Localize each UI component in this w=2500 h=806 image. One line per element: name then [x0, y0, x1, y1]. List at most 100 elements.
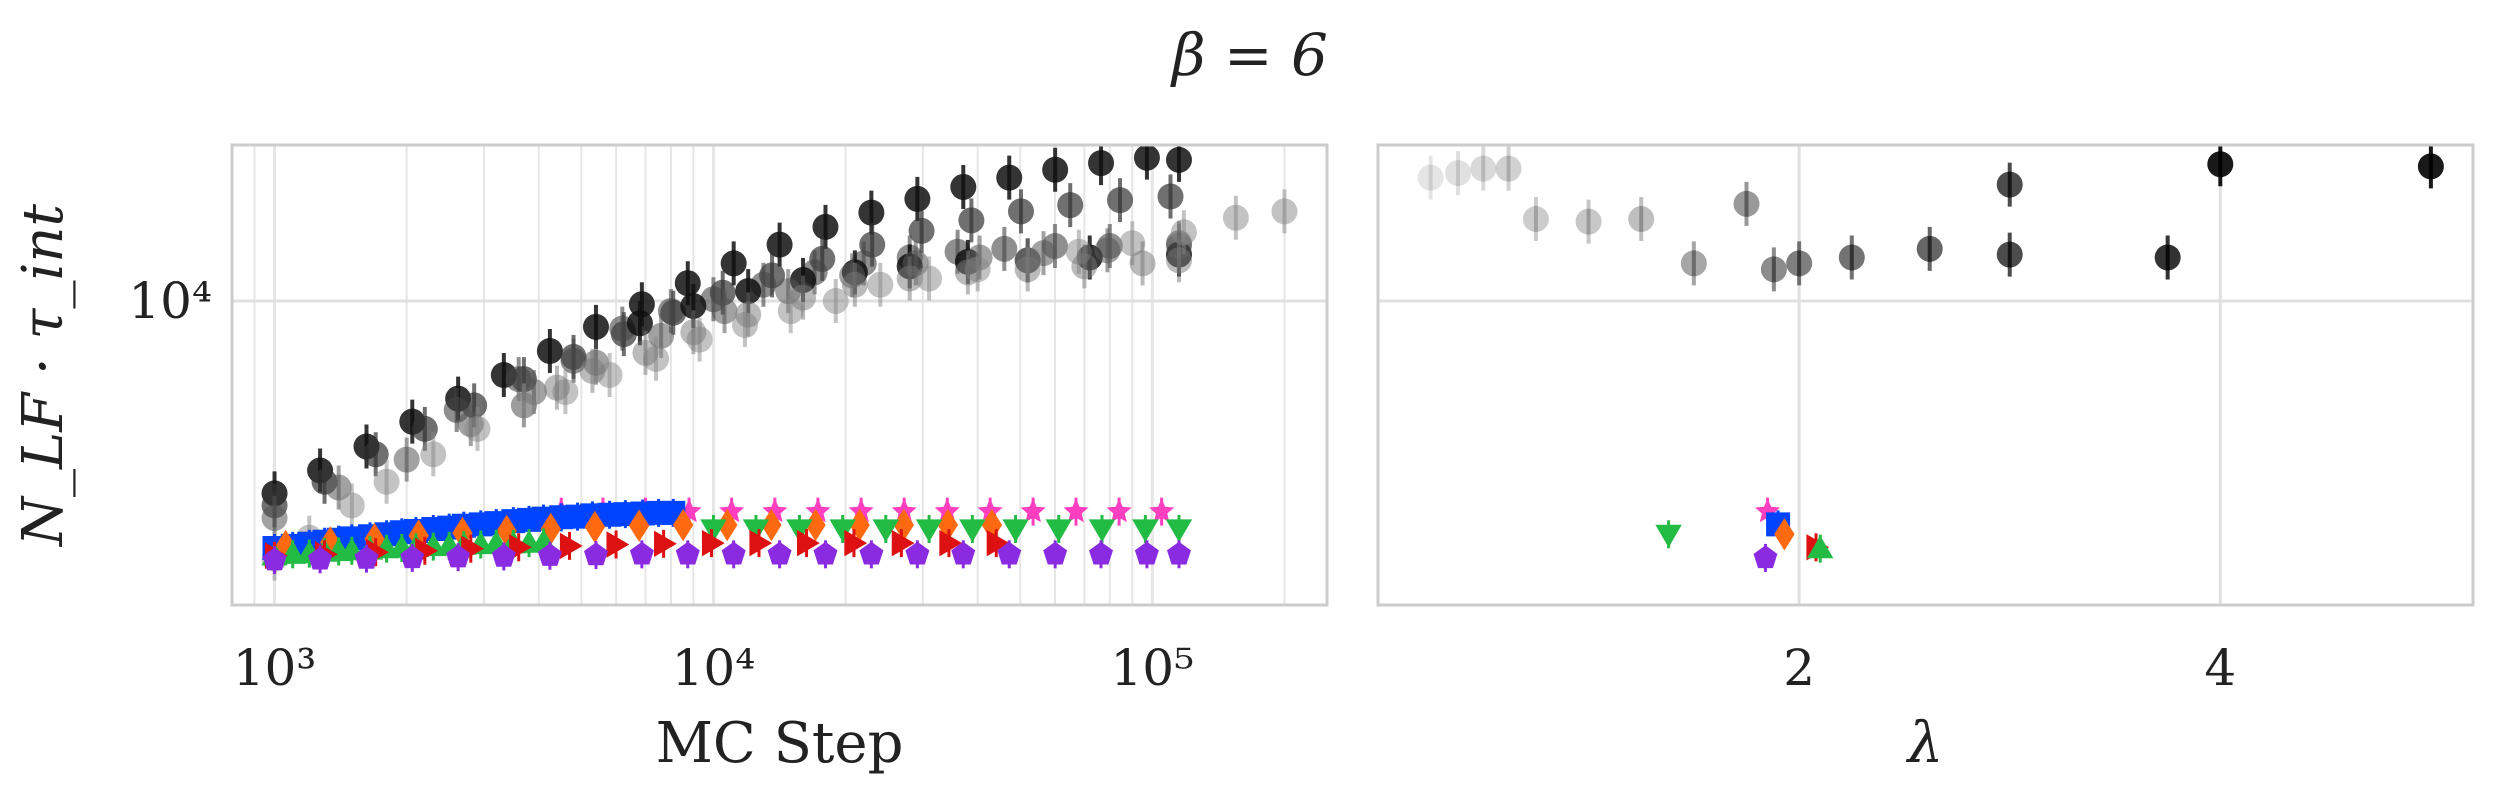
data-point	[996, 164, 1023, 191]
data-point	[1106, 498, 1132, 523]
data-point	[408, 519, 429, 552]
data-point	[959, 519, 986, 543]
data-point	[986, 529, 1010, 557]
colored-series-4	[1655, 520, 1682, 549]
colored-series-3	[1774, 518, 1795, 551]
data-point	[393, 446, 420, 473]
data-point	[2417, 153, 2444, 180]
data-point	[939, 529, 963, 557]
data-point	[1733, 190, 1760, 217]
data-point	[1165, 247, 1192, 274]
data-point	[1129, 250, 1156, 277]
data-point	[896, 265, 923, 292]
data-point	[1167, 541, 1191, 565]
data-point	[1042, 156, 1069, 183]
data-point	[812, 213, 839, 240]
data-point	[1057, 192, 1084, 219]
data-point	[790, 284, 817, 311]
data-point	[766, 231, 793, 258]
data-point	[908, 217, 935, 244]
data-point	[844, 529, 868, 557]
data-point	[626, 310, 653, 337]
data-point	[786, 519, 813, 543]
data-point	[829, 519, 856, 543]
data-point	[1157, 183, 1184, 210]
data-point	[362, 441, 389, 468]
data-point	[680, 319, 707, 346]
data-point	[1134, 541, 1159, 565]
data-point	[1094, 237, 1121, 264]
data-point	[629, 541, 654, 565]
data-point	[1575, 208, 1602, 235]
data-point	[1170, 219, 1197, 246]
data-point	[262, 547, 287, 571]
data-point	[822, 287, 849, 314]
data-point	[657, 298, 684, 325]
x-tick-label: 4	[2204, 639, 2236, 697]
data-point	[867, 271, 894, 298]
data-point	[400, 545, 425, 569]
x-axis-label: λ	[1906, 711, 1944, 776]
data-point	[1165, 146, 1192, 173]
data-point	[1786, 250, 1813, 277]
data-point	[1107, 187, 1134, 214]
data-point	[1445, 160, 1472, 187]
data-point	[954, 259, 981, 286]
x-tick-label: 10⁵	[1111, 639, 1195, 697]
data-point	[1838, 244, 1865, 271]
colored-series-10	[700, 514, 1193, 543]
colored-series-6	[1807, 534, 1834, 563]
data-point	[464, 415, 491, 442]
data-point	[672, 508, 694, 542]
data-point	[1916, 235, 1943, 262]
data-point	[1628, 206, 1655, 233]
data-point	[261, 504, 288, 531]
figure-title: β = 6	[1170, 21, 1328, 89]
gray-series-6	[510, 238, 1192, 428]
data-point	[1996, 241, 2023, 268]
data-point	[654, 530, 677, 558]
data-point	[1753, 545, 1778, 569]
data-point	[308, 546, 333, 570]
data-point	[1774, 518, 1795, 551]
data-layer	[261, 145, 1298, 581]
data-point	[543, 374, 570, 401]
data-point	[325, 474, 352, 501]
data-point	[720, 250, 747, 277]
data-point	[1680, 250, 1707, 277]
data-point	[1043, 541, 1068, 565]
data-point	[354, 546, 379, 569]
data-point	[1133, 145, 1160, 171]
data-point	[675, 541, 700, 565]
data-point	[606, 531, 630, 558]
data-point	[951, 541, 976, 565]
data-point	[1760, 256, 1787, 283]
data-point	[1020, 498, 1046, 523]
data-point	[584, 542, 608, 566]
data-point	[761, 508, 782, 542]
data-point	[1014, 256, 1041, 283]
y-tick-label: 10⁴	[128, 272, 212, 330]
data-point	[1119, 230, 1146, 257]
data-point	[841, 271, 868, 298]
data-point	[1002, 519, 1029, 543]
data-point	[420, 441, 447, 468]
data-point	[958, 207, 985, 234]
data-point	[717, 508, 738, 542]
data-point	[628, 509, 650, 542]
data-point	[680, 292, 707, 319]
data-point	[1089, 541, 1113, 565]
right-panel: 2 4 λ	[1376, 143, 2475, 776]
data-point	[1417, 164, 1444, 191]
data-point	[849, 508, 870, 542]
data-point	[1495, 155, 1522, 182]
data-point	[891, 529, 915, 557]
x-axis-label: MC Step	[656, 711, 904, 776]
data-point	[859, 541, 884, 565]
data-point	[1522, 206, 1549, 233]
data-point	[858, 199, 885, 226]
data-point	[848, 498, 874, 523]
left-panel: 10³ 10⁴ 10⁵ 10⁴ MC Step N_LF · τ_int	[11, 143, 1329, 776]
data-point	[905, 541, 930, 565]
